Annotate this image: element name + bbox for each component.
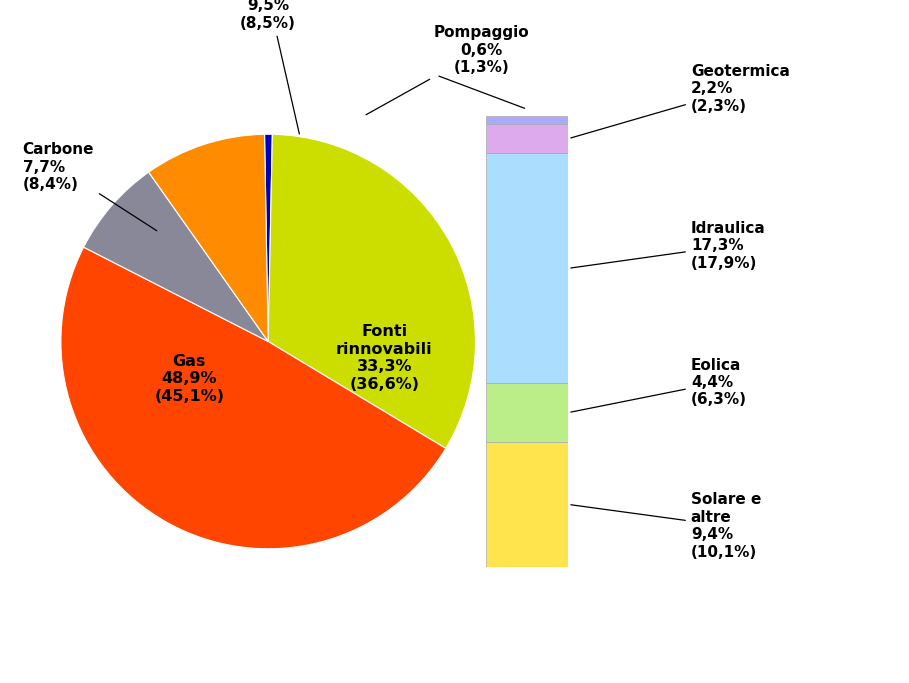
Text: Fonti
rinnovabili
33,3%
(36,6%): Fonti rinnovabili 33,3% (36,6%) bbox=[336, 324, 433, 391]
Text: Pompaggio
0,6%
(1,3%): Pompaggio 0,6% (1,3%) bbox=[366, 25, 530, 115]
Text: Geotermica
2,2%
(2,3%): Geotermica 2,2% (2,3%) bbox=[571, 64, 790, 138]
Wedge shape bbox=[268, 135, 475, 448]
Text: Carbone
7,7%
(8,4%): Carbone 7,7% (8,4%) bbox=[23, 143, 156, 231]
Text: Idraulica
17,3%
(17,9%): Idraulica 17,3% (17,9%) bbox=[571, 221, 765, 270]
Text: Altre
tradizionali
9,5%
(8,5%): Altre tradizionali 9,5% (8,5%) bbox=[220, 0, 316, 134]
Wedge shape bbox=[265, 135, 273, 342]
Bar bbox=[486, 442, 568, 567]
Text: Gas
48,9%
(45,1%): Gas 48,9% (45,1%) bbox=[155, 354, 225, 404]
Text: Solare e
altre
9,4%
(10,1%): Solare e altre 9,4% (10,1%) bbox=[571, 492, 761, 559]
Bar bbox=[486, 383, 568, 442]
Bar bbox=[486, 154, 568, 383]
Bar bbox=[486, 124, 568, 154]
Wedge shape bbox=[61, 247, 445, 548]
Wedge shape bbox=[149, 135, 268, 342]
Wedge shape bbox=[84, 172, 268, 342]
Text: Eolica
4,4%
(6,3%): Eolica 4,4% (6,3%) bbox=[571, 358, 747, 412]
Bar bbox=[486, 116, 568, 124]
